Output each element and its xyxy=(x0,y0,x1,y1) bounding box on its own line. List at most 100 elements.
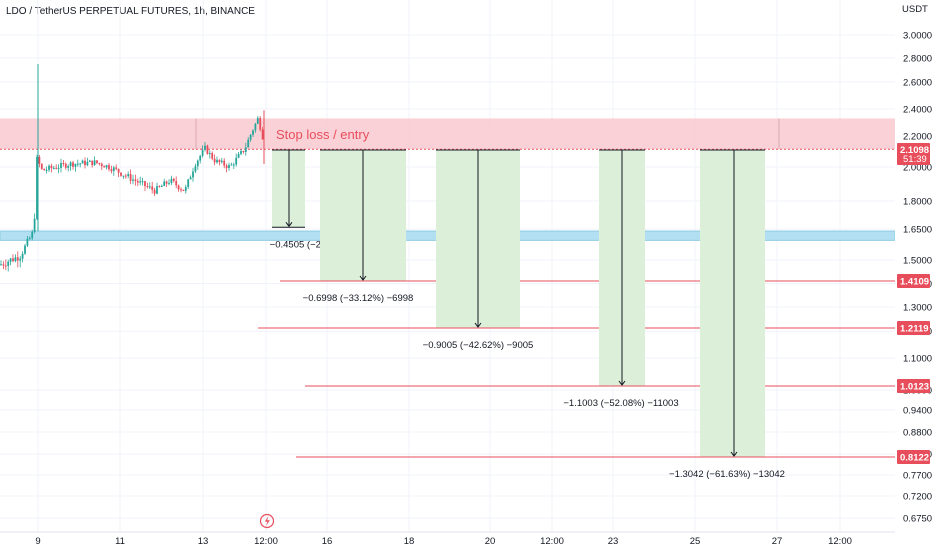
candle-body xyxy=(228,165,230,169)
candle-body xyxy=(105,165,108,168)
time-tick: 27 xyxy=(772,536,783,547)
candle-body xyxy=(120,172,122,176)
price-tick: 0.6750 xyxy=(903,514,932,525)
candle-body xyxy=(84,160,86,166)
lightning-bolt-icon[interactable] xyxy=(259,513,275,529)
price-tick: 0.8800 xyxy=(903,428,932,439)
candle-body xyxy=(117,168,120,173)
price-tick: 1.3000 xyxy=(903,303,932,314)
candle-body xyxy=(132,179,134,181)
candle-body xyxy=(187,179,190,187)
candle-body xyxy=(247,139,250,148)
price-tick: 1.8000 xyxy=(903,197,932,208)
time-tick: 12:00 xyxy=(540,536,564,547)
price-tick: 0.9400 xyxy=(903,406,932,417)
stop-loss-label: Stop loss / entry xyxy=(276,127,370,142)
candle-body xyxy=(237,154,240,158)
candle-body xyxy=(91,160,94,166)
price-tick: 2.0000 xyxy=(903,163,932,174)
candle-body xyxy=(112,167,115,172)
candle-body xyxy=(208,152,211,154)
candle-body xyxy=(16,257,19,261)
candle-body xyxy=(160,185,163,187)
candle-body xyxy=(19,258,22,261)
candle-body xyxy=(163,181,166,186)
target-measurements: −0.4505 (−21.39%) −4505−0.6998 (−33.12%)… xyxy=(258,149,895,480)
candle-body xyxy=(148,186,151,188)
target-price-badge: 1.0123 xyxy=(897,379,930,393)
time-tick: 18 xyxy=(404,536,415,547)
svg-text:1.0123: 1.0123 xyxy=(900,382,929,393)
candle-body xyxy=(180,189,182,191)
candle-body xyxy=(177,185,180,190)
candle-body xyxy=(172,178,175,181)
candle-body xyxy=(57,167,60,169)
candle-body xyxy=(192,171,194,178)
candle-body xyxy=(2,264,5,266)
current-price-badge: 2.1098 51:39 xyxy=(897,143,930,165)
target-price-badge: 1.4109 xyxy=(897,274,930,288)
candle-body xyxy=(9,258,12,262)
candle-body xyxy=(43,168,46,171)
candle-body xyxy=(175,180,178,186)
candle-body xyxy=(144,181,146,187)
candle-body xyxy=(129,174,132,181)
candle-body xyxy=(196,160,199,167)
candle-body xyxy=(211,152,214,159)
candle-body xyxy=(199,155,202,161)
candle-body xyxy=(124,175,127,177)
stop-loss-zone[interactable] xyxy=(0,118,895,150)
target-measure-label: −1.3042 (−61.63%) −13042 xyxy=(669,469,785,480)
price-tick: 3.0000 xyxy=(903,31,932,42)
candle-body xyxy=(60,162,62,168)
time-tick: 23 xyxy=(608,536,619,547)
candle-body xyxy=(62,162,65,164)
candle-body xyxy=(93,160,96,166)
candle-body xyxy=(100,163,103,167)
candle-body xyxy=(127,174,130,177)
time-tick: 20 xyxy=(485,536,496,547)
price-tick: 2.2000 xyxy=(903,132,932,143)
time-tick: 12:00 xyxy=(254,536,278,547)
candle-body xyxy=(184,186,187,191)
candle-body xyxy=(0,264,2,266)
candle-body xyxy=(36,156,38,219)
svg-text:1.2119: 1.2119 xyxy=(900,324,929,335)
candle-body xyxy=(24,245,26,254)
candle-body xyxy=(14,257,17,262)
candle-body xyxy=(136,181,139,183)
candle-body xyxy=(189,177,192,180)
candle-body xyxy=(218,159,221,163)
time-axis[interactable]: 9 11 13 12:00 16 18 20 12:00 23 25 27 12:00 xyxy=(0,531,895,547)
chart-title: LDO / TetherUS PERPETUAL FUTURES, 1h, BI… xyxy=(6,6,255,17)
candle-body xyxy=(108,165,110,170)
candle-body xyxy=(69,162,72,167)
candle-body xyxy=(4,265,7,267)
candle-body xyxy=(7,261,10,266)
candle-body xyxy=(249,134,252,140)
candle-body xyxy=(216,159,218,163)
candle-body xyxy=(103,166,106,168)
price-tick: 2.6000 xyxy=(903,78,932,89)
candle-body xyxy=(252,130,254,135)
candle-body xyxy=(170,178,173,184)
candle-body xyxy=(122,175,125,177)
candle-body xyxy=(31,231,34,239)
time-tick: 11 xyxy=(115,536,125,547)
candle-body xyxy=(256,118,259,124)
target-measure-label: −0.9005 (−42.62%) −9005 xyxy=(423,340,534,351)
price-axis[interactable]: USDT 3.0000 2.8000 2.6000 2.4000 2.2000 2.000… xyxy=(895,0,932,550)
candle-body xyxy=(33,218,36,232)
candle-body xyxy=(81,160,84,164)
price-tick: 1.5000 xyxy=(903,256,932,267)
candle-body xyxy=(156,186,158,194)
time-tick: 13 xyxy=(198,536,209,547)
candle-body xyxy=(76,163,79,165)
candle-body xyxy=(165,181,168,184)
candle-body xyxy=(48,165,50,170)
candle-body xyxy=(28,238,31,240)
candle-body xyxy=(141,181,144,183)
target-price-badge: 1.2119 xyxy=(897,321,930,335)
candle-body xyxy=(213,158,216,163)
